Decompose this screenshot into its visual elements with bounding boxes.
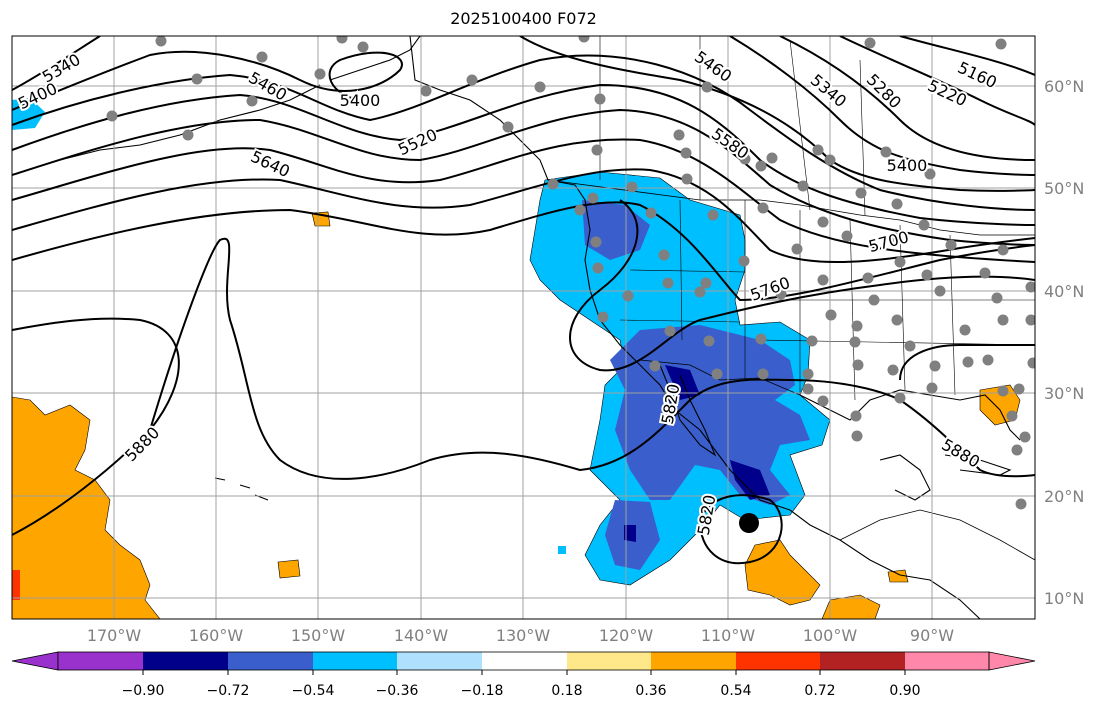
colorbar-cell (58, 652, 143, 670)
colorbar-cell (228, 652, 313, 670)
colorbar (11, 651, 1036, 675)
contour-5520 (12, 83, 1035, 226)
colorbar-tick-label: 0.72 (804, 683, 836, 699)
negative-field-dark-2 (730, 460, 770, 500)
lat-label: 10°N (1044, 589, 1085, 608)
colorbar-cell (143, 652, 228, 670)
central-america (839, 509, 1035, 561)
contour-5460 (12, 54, 1035, 211)
colorbar-tick-label: 0.36 (635, 683, 667, 699)
us-mexico-border (639, 359, 801, 396)
colorbar-tick-label: 0.18 (551, 683, 583, 699)
colorbar-cell (313, 652, 397, 670)
colorbar-cell (905, 652, 989, 670)
storm-center-marker (739, 513, 759, 533)
positive-field-red-spot (12, 570, 20, 600)
contour-5220 (839, 36, 1035, 126)
lat-label: 30°N (1044, 384, 1085, 403)
contour-label: 5400 (340, 91, 381, 110)
colorbar-tick-label: −0.90 (121, 683, 165, 699)
lon-label: 120°W (598, 626, 654, 645)
canada-provinces (599, 36, 866, 216)
positive-field-southwest (12, 396, 161, 619)
lon-label: 150°W (290, 626, 346, 645)
colorbar-cell (482, 652, 567, 670)
colorbar-cell (736, 652, 820, 670)
contour-5340-west (12, 36, 101, 91)
colorbar-cell (397, 652, 482, 670)
contour-5760 (12, 201, 1035, 302)
colorbar-tick-label: 0.54 (720, 683, 752, 699)
contour-label: 5400 (887, 156, 928, 175)
contour-5400-east (519, 36, 1035, 192)
lon-label: 130°W (495, 626, 551, 645)
lat-label: 40°N (1044, 282, 1085, 301)
colorbar-tick-label: −0.36 (375, 683, 419, 699)
colorbar-extend-high (988, 651, 1036, 671)
contour-5160 (899, 36, 1035, 76)
contour-5640 (12, 138, 1035, 263)
colorbar-tick-label: −0.18 (460, 683, 504, 699)
positive-field-south2 (821, 594, 881, 619)
anomaly-shading (12, 98, 1021, 619)
negative-field-small (558, 546, 566, 554)
lon-label: 100°W (802, 626, 858, 645)
contour-5880-south (699, 494, 783, 565)
colorbar-cell (651, 652, 736, 670)
lon-label: 160°W (188, 626, 244, 645)
contour-5400-west (12, 50, 403, 111)
lon-label: 140°W (393, 626, 449, 645)
yucatan (879, 454, 931, 501)
aleutians (59, 84, 321, 161)
contour-5820-ring (569, 199, 1035, 372)
lon-label: 110°W (700, 626, 756, 645)
stations (106, 36, 1035, 510)
map-frame (11, 35, 1036, 620)
colorbar-cell (820, 652, 905, 670)
positive-field-small-2 (277, 559, 301, 579)
colorbar-cell (567, 652, 651, 670)
contour-5580 (12, 108, 1035, 246)
colorbar-tick-label: −0.72 (206, 683, 250, 699)
colorbar-tick-label: 0.90 (889, 683, 921, 699)
gulf-coast (799, 389, 1021, 441)
lat-label: 20°N (1044, 487, 1085, 506)
lon-label: 90°W (909, 626, 955, 645)
contour-5880-east (899, 343, 1035, 381)
us-canada-border (547, 179, 1035, 236)
graticule (12, 36, 1035, 619)
baja-california (659, 364, 717, 457)
contour-5280 (779, 36, 1035, 161)
positive-field-small-3 (887, 569, 909, 583)
map-title: 2025100400 F072 (450, 9, 597, 28)
negative-field-dark-3 (624, 525, 636, 542)
lon-label: 170°W (86, 626, 142, 645)
alaska-coast (329, 36, 421, 81)
colorbar-tick-label: −0.54 (291, 683, 335, 699)
lat-label: 50°N (1044, 179, 1085, 198)
us-states (619, 199, 1035, 401)
contour-5340-east (729, 36, 1035, 176)
lat-label: 60°N (1044, 77, 1085, 96)
colorbar-extend-low (11, 651, 59, 671)
